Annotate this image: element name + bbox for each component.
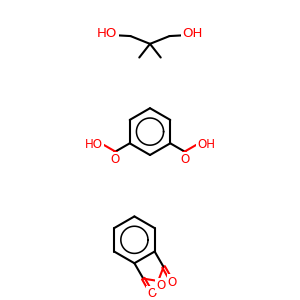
Text: OH: OH (197, 138, 215, 151)
Text: HO: HO (97, 27, 117, 40)
Text: O: O (147, 287, 157, 300)
Text: O: O (111, 153, 120, 166)
Text: O: O (168, 276, 177, 289)
Text: O: O (156, 279, 165, 292)
Text: HO: HO (85, 138, 103, 151)
Text: OH: OH (183, 27, 203, 40)
Text: O: O (180, 153, 189, 166)
